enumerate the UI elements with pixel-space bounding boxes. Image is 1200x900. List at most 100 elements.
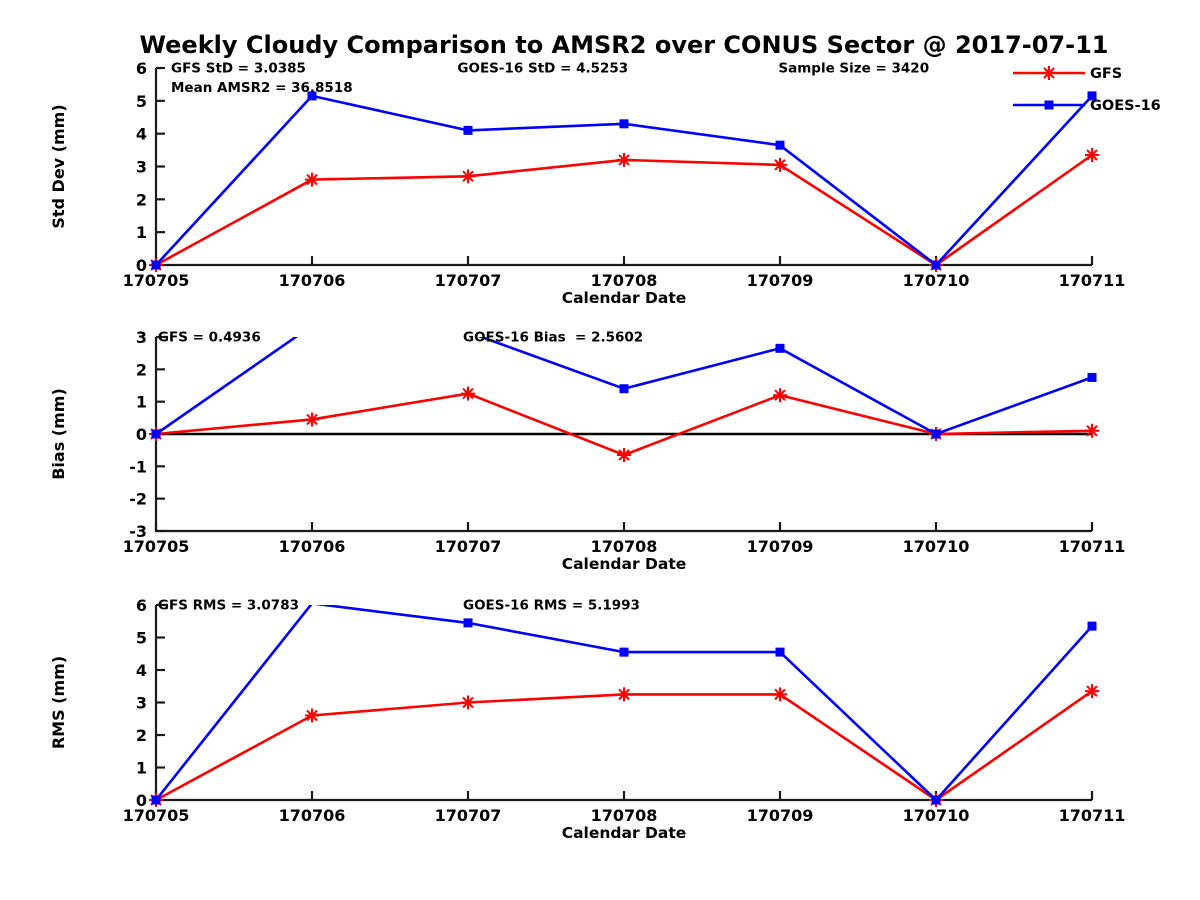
x-tick-label: 170711 [1059, 806, 1126, 825]
y-tick-label: 3 [136, 694, 147, 713]
gfs-marker [1085, 148, 1099, 163]
y-tick-label: 2 [136, 360, 147, 379]
gfs-marker [617, 448, 631, 463]
x-tick-label: 170706 [279, 806, 346, 825]
x-tick-label: 170709 [747, 806, 814, 825]
gfs-marker [461, 386, 475, 401]
y-tick-label: -2 [129, 490, 147, 509]
legend-asterisk-marker-icon [1042, 66, 1056, 80]
y-axis-label: Bias (mm) [49, 388, 68, 480]
goes-16-marker [619, 647, 629, 657]
x-tick-label: 170705 [123, 806, 190, 825]
x-tick-label: 170710 [903, 806, 970, 825]
y-tick-label: 2 [136, 190, 147, 209]
y-tick-label: 5 [136, 92, 147, 111]
y-tick-label: 6 [136, 59, 147, 78]
x-tick-label: 170705 [123, 271, 190, 290]
goes-16-marker [307, 91, 317, 101]
gfs-marker [305, 708, 319, 723]
annotation-goes-16-rms-: GOES-16 RMS = 5.1993 [463, 598, 640, 614]
x-tick-label: 170708 [591, 537, 658, 556]
x-tick-label: 170708 [591, 271, 658, 290]
gfs-marker [305, 172, 319, 187]
y-tick-label: 1 [136, 759, 147, 778]
y-axis-label: Std Dev (mm) [49, 104, 68, 228]
subplot-rms: 0 1 2 3 4 5 6 170705 170706 170707 170708 170709 170… [49, 596, 1125, 842]
subplot-bias: -3 -2 -1 0 1 2 3 170705 170706 170707 170708 170709… [49, 328, 1126, 573]
y-tick-label: 3 [136, 158, 147, 177]
y-tick-label: 0 [136, 425, 147, 444]
x-axis-label: Calendar Date [562, 824, 687, 842]
goes-16-marker [151, 429, 161, 439]
goes-16-marker [619, 384, 629, 394]
legend-item-goes-16: GOES-16 [1013, 98, 1161, 114]
legend-label: GFS [1090, 66, 1122, 82]
x-tick-label: 170706 [279, 537, 346, 556]
gfs-marker [461, 695, 475, 710]
y-tick-label: 4 [136, 125, 147, 144]
x-tick-label: 170707 [435, 806, 502, 825]
x-tick-label: 170707 [435, 271, 502, 290]
goes-16-marker [931, 260, 941, 270]
gfs-marker [773, 687, 787, 702]
y-tick-label: -1 [129, 457, 147, 476]
x-tick-label: 170708 [591, 806, 658, 825]
legend-square-marker-icon [1044, 100, 1054, 110]
annotation-goes-16-bias-: GOES-16 Bias = 2.5602 [463, 330, 643, 346]
gfs-marker [1085, 684, 1099, 699]
goes-16-line [154, 605, 1093, 802]
x-tick-label: 170711 [1059, 271, 1126, 290]
goes-16-marker [463, 125, 473, 135]
x-tick-label: 170705 [123, 537, 190, 556]
legend-item-gfs: GFS [1013, 66, 1122, 82]
x-tick-label: 170709 [747, 537, 814, 556]
annotation-goes-16-std-: GOES-16 StD = 4.5253 [457, 61, 628, 77]
goes-16-marker [151, 260, 161, 270]
x-tick-label: 170710 [903, 537, 970, 556]
y-tick-label: 1 [136, 223, 147, 242]
x-tick-label: 170711 [1059, 537, 1126, 556]
goes-16-marker [151, 795, 161, 805]
annotation-gfs-std-: GFS StD = 3.0385 [171, 61, 306, 77]
y-tick-label: 0 [136, 256, 147, 275]
subplot-std-dev: 0 1 2 3 4 5 6 170705 170706 170707 170708 170709 170… [49, 59, 1125, 307]
annotation-sample-size-: Sample Size = 3420 [778, 61, 929, 77]
goes-16-marker [619, 119, 629, 129]
gfs-line [155, 392, 1093, 457]
x-axis-label: Calendar Date [562, 289, 687, 307]
goes-16-marker [1087, 372, 1097, 382]
goes-16-marker [931, 429, 941, 439]
y-tick-label: -3 [129, 522, 147, 541]
x-axis-label: Calendar Date [562, 555, 687, 573]
axis-spines [154, 605, 1092, 802]
goes-16-marker [775, 343, 785, 353]
gfs-marker [1085, 423, 1099, 438]
goes-16-marker [1087, 91, 1097, 101]
y-tick-label: 4 [136, 661, 147, 680]
annotation-gfs-rms-: GFS RMS = 3.0783 [158, 598, 299, 614]
annotation-mean-amsr2-: Mean AMSR2 = 36.8518 [171, 80, 353, 96]
gfs-marker [773, 388, 787, 403]
legend-label: GOES-16 [1090, 98, 1161, 114]
goes-16-marker [931, 795, 941, 805]
x-tick-label: 170710 [903, 271, 970, 290]
x-tick-label: 170707 [435, 537, 502, 556]
x-tick-label: 170706 [279, 271, 346, 290]
goes-16-marker [1087, 621, 1097, 631]
legend: GFS GOES-16 [1013, 66, 1161, 114]
annotation-gfs-: GFS = 0.4936 [158, 330, 261, 346]
y-axis-label: RMS (mm) [49, 656, 68, 749]
goes-16-marker [775, 647, 785, 657]
goes-16-marker [775, 140, 785, 150]
gfs-marker [305, 412, 319, 427]
goes-16-marker [463, 618, 473, 628]
y-tick-label: 5 [136, 629, 147, 648]
y-tick-label: 0 [136, 791, 147, 810]
x-tick-label: 170709 [747, 271, 814, 290]
y-tick-label: 2 [136, 726, 147, 745]
gfs-marker [461, 169, 475, 184]
gfs-marker [617, 687, 631, 702]
gfs-marker [617, 152, 631, 167]
